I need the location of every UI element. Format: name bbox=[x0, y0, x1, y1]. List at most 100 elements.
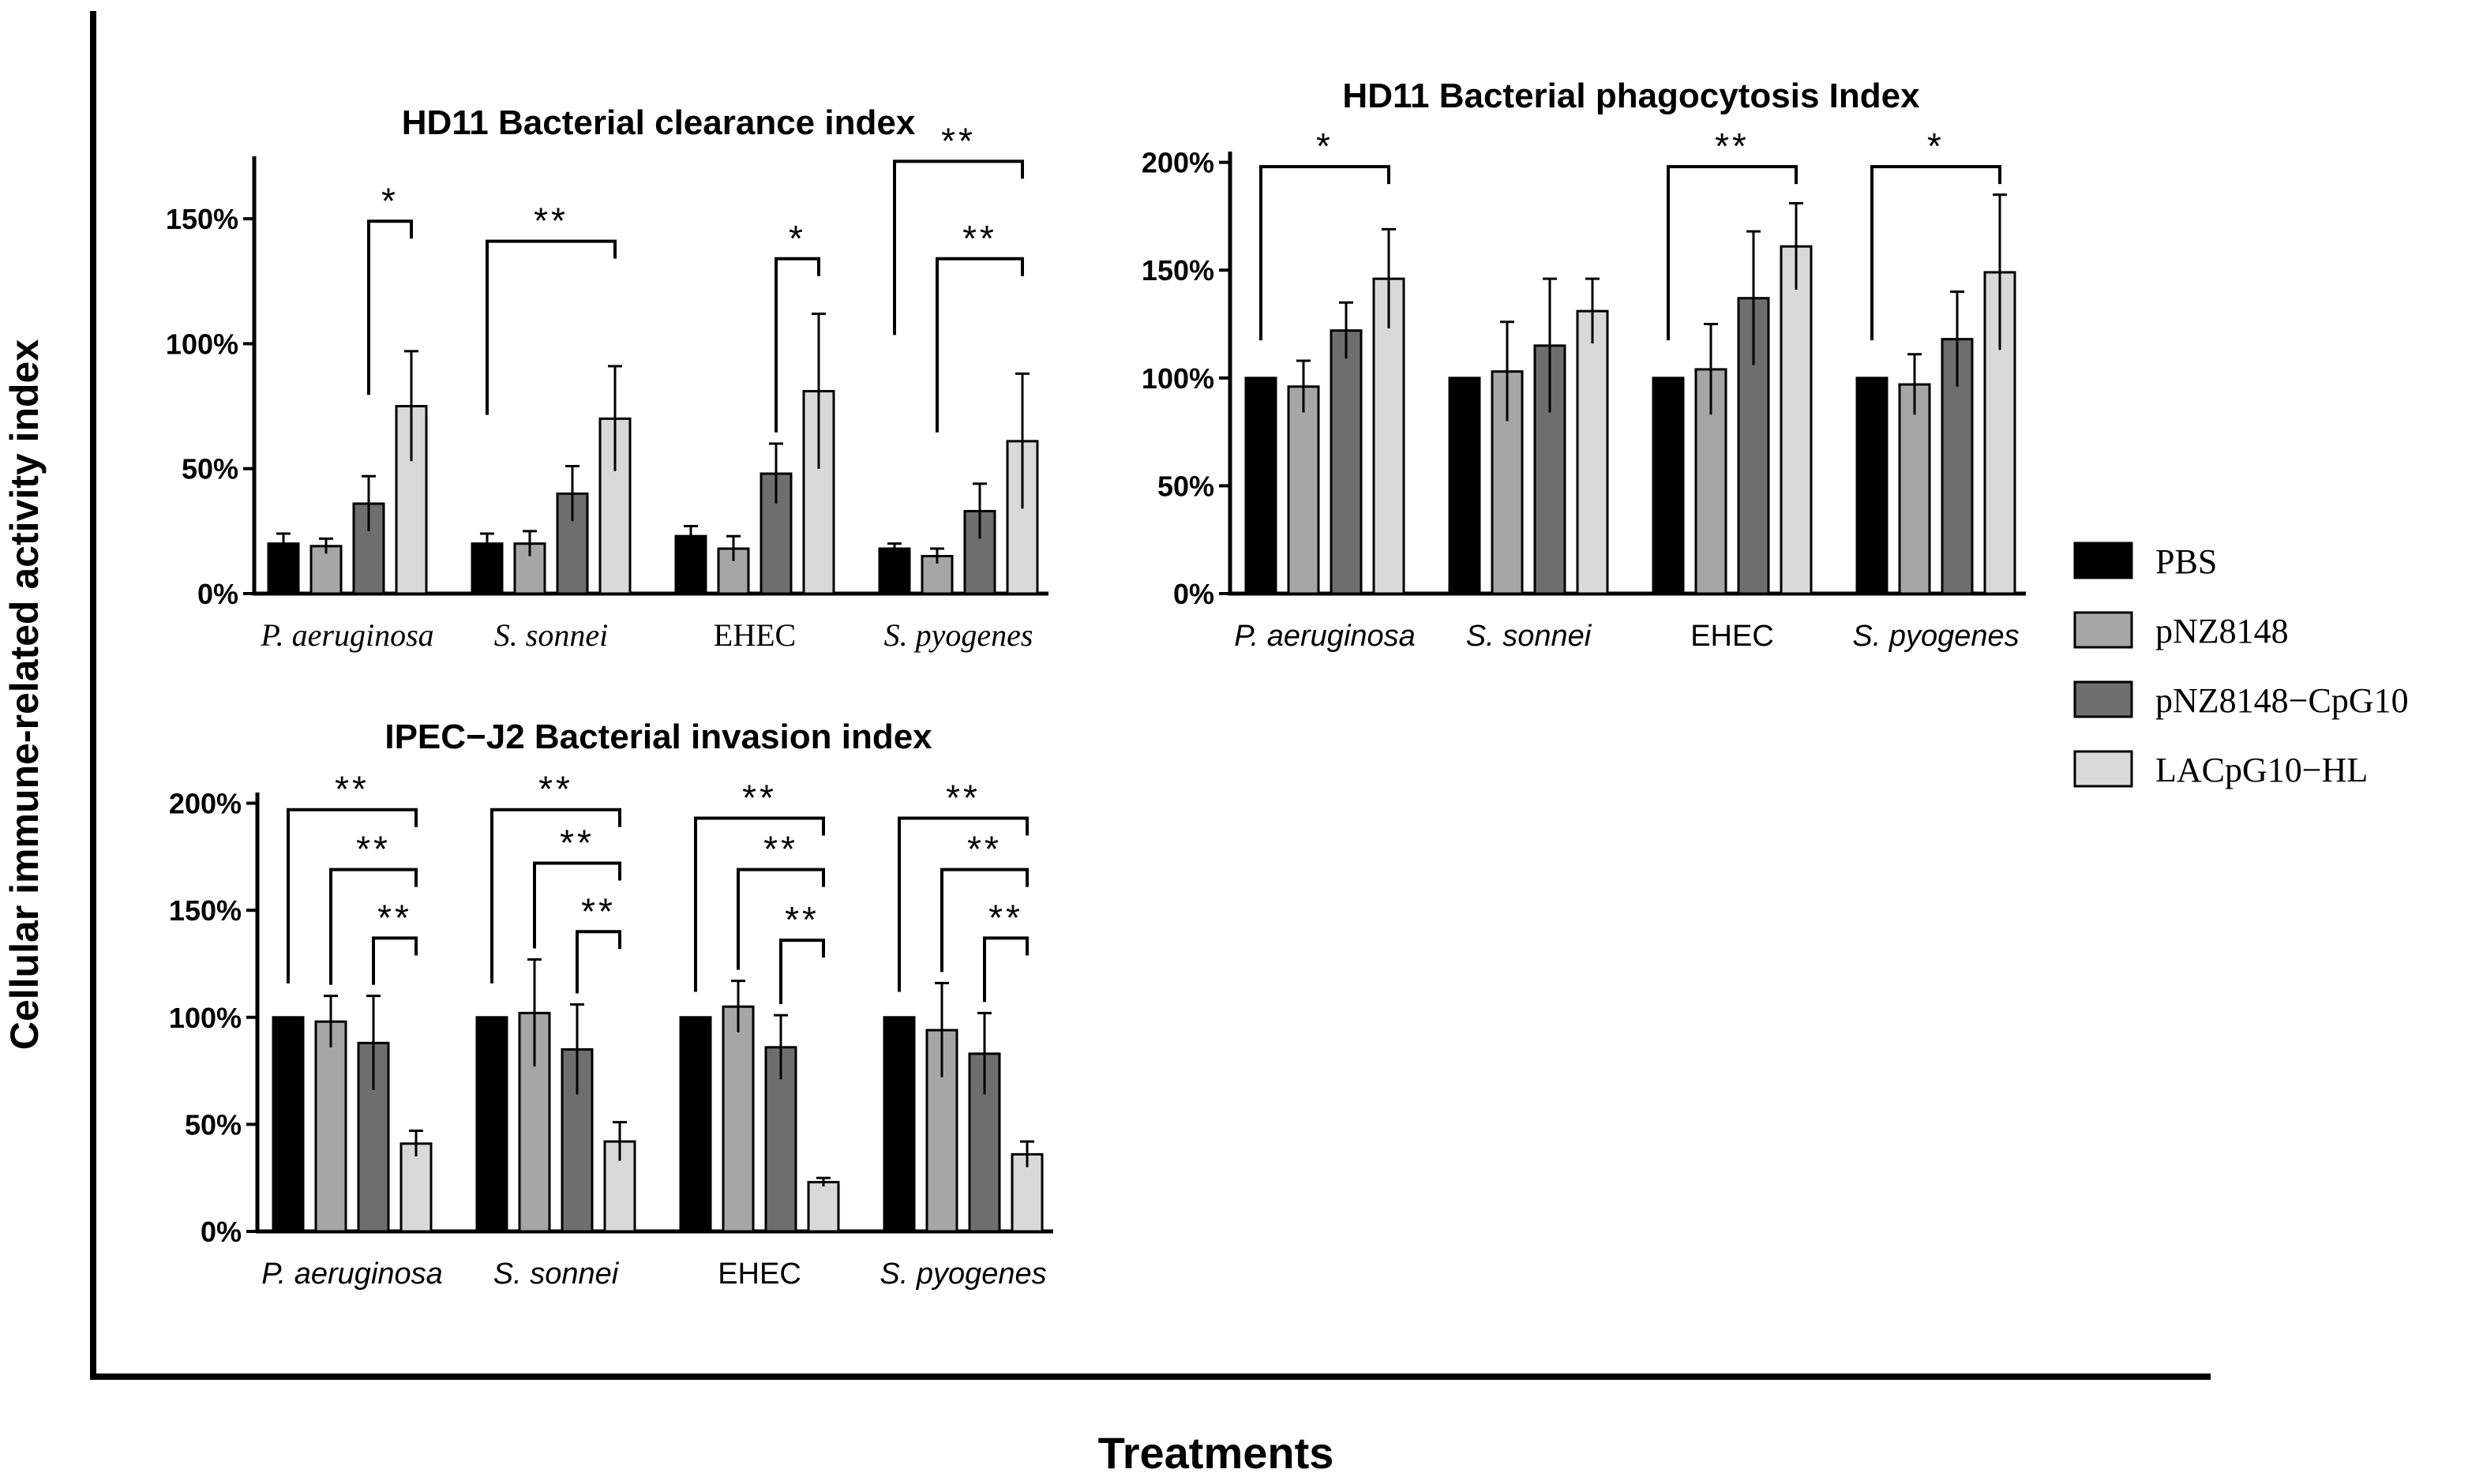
significance-label-clearance: * bbox=[789, 218, 806, 259]
significance-label-invasion: ** bbox=[988, 897, 1023, 938]
significance-label-invasion: ** bbox=[377, 897, 412, 938]
bar-clearance-s1-c0 bbox=[309, 545, 343, 595]
y-tick-label-phagocytosis: 0% bbox=[1173, 578, 1214, 610]
y-tick-label-clearance: 150% bbox=[166, 203, 238, 235]
significance-label-phagocytosis: * bbox=[1316, 126, 1333, 167]
legend-swatch-pnz8148-cpg10 bbox=[2073, 680, 2133, 718]
significance-label-phagocytosis: * bbox=[1927, 126, 1945, 167]
significance-bracket-invasion bbox=[287, 808, 418, 984]
category-label-invasion: EHEC bbox=[718, 1257, 801, 1291]
category-label-phagocytosis: S. pyogenes bbox=[1852, 620, 2019, 653]
bar-invasion-s0-c1 bbox=[475, 1016, 508, 1233]
significance-label-invasion: ** bbox=[763, 829, 798, 870]
y-tick-label-clearance: 50% bbox=[182, 453, 238, 485]
y-tick-label-invasion: 0% bbox=[201, 1216, 242, 1248]
chart-invasion: IPEC−J2 Bacterial invasion index 0% 50% 100… bbox=[169, 718, 1053, 1291]
legend: PBS pNZ8148 pNZ8148−CpG10 LACpG10−HL bbox=[2073, 542, 2409, 789]
significance-label-invasion: ** bbox=[335, 769, 369, 810]
significance-bracket-phagocytosis bbox=[1667, 165, 1798, 341]
significance-label-invasion: ** bbox=[538, 769, 573, 810]
significance-bracket-invasion bbox=[694, 816, 825, 992]
bar-invasion-s0-c0 bbox=[272, 1016, 305, 1233]
significance-label-invasion: ** bbox=[356, 829, 391, 870]
significance-bracket-clearance bbox=[936, 257, 1024, 433]
significance-label-phagocytosis: ** bbox=[1715, 126, 1750, 167]
significance-bracket-invasion bbox=[533, 861, 621, 949]
chart-clearance: HD11 Bacterial clearance index 0% 50% 100% 1… bbox=[166, 103, 1048, 653]
y-tick-label-invasion: 50% bbox=[185, 1108, 242, 1141]
significance-bracket-clearance bbox=[893, 159, 1024, 335]
significance-bracket-clearance bbox=[486, 239, 617, 415]
category-label-phagocytosis: P. aeruginosa bbox=[1234, 620, 1416, 653]
category-label-phagocytosis: S. sonnei bbox=[1466, 620, 1592, 653]
legend-label-pnz8148-cpg10: pNZ8148−CpG10 bbox=[2155, 681, 2409, 720]
bar-phagocytosis-s0-c2 bbox=[1652, 377, 1685, 595]
bar-phagocytosis-s1-c3 bbox=[1898, 383, 1931, 595]
bar-invasion-s0-c3 bbox=[883, 1016, 916, 1233]
bar-phagocytosis-s2-c3 bbox=[1941, 338, 1974, 595]
bar-phagocytosis-s2-c0 bbox=[1330, 329, 1363, 595]
bar-invasion-s0-c2 bbox=[679, 1016, 712, 1233]
bar-invasion-s1-c0 bbox=[314, 1020, 347, 1233]
y-tick-label-clearance: 100% bbox=[166, 328, 238, 360]
category-label-invasion: P. aeruginosa bbox=[261, 1257, 443, 1291]
significance-bracket-invasion bbox=[940, 868, 1029, 972]
significance-bracket-invasion bbox=[372, 936, 418, 985]
y-tick-label-phagocytosis: 200% bbox=[1142, 147, 1214, 179]
significance-bracket-invasion bbox=[576, 930, 621, 994]
significance-bracket-phagocytosis bbox=[1259, 165, 1390, 341]
chart-title-clearance: HD11 Bacterial clearance index bbox=[402, 103, 916, 142]
y-tick-label-phagocytosis: 50% bbox=[1157, 470, 1214, 502]
significance-bracket-phagocytosis bbox=[1870, 165, 2001, 341]
category-label-clearance: EHEC bbox=[714, 617, 796, 653]
significance-label-invasion: ** bbox=[946, 778, 981, 819]
legend-label-pnz8148: pNZ8148 bbox=[2155, 612, 2289, 650]
legend-swatch-pbs bbox=[2073, 542, 2133, 579]
significance-bracket-invasion bbox=[898, 816, 1029, 992]
significance-label-clearance: * bbox=[381, 180, 399, 221]
y-tick-label-invasion: 100% bbox=[169, 1002, 242, 1034]
legend-swatch-pnz8148 bbox=[2073, 611, 2133, 649]
outer-y-axis-label: Cellular immune-related activity index bbox=[2, 339, 47, 1050]
bar-invasion-s1-c2 bbox=[722, 1005, 755, 1233]
significance-bracket-invasion bbox=[779, 939, 825, 1005]
category-label-clearance: S. pyogenes bbox=[884, 617, 1033, 653]
significance-bracket-clearance bbox=[775, 257, 820, 433]
chart-phagocytosis: HD11 Bacterial phagocytosis Index 0% 50% 10… bbox=[1142, 77, 2026, 653]
bar-phagocytosis-s3-c2 bbox=[1780, 245, 1813, 595]
bar-clearance-s0-c3 bbox=[878, 547, 911, 595]
significance-label-invasion: ** bbox=[742, 778, 777, 819]
bar-clearance-s3-c3 bbox=[1006, 440, 1039, 595]
significance-bracket-invasion bbox=[329, 868, 418, 985]
outer-x-axis-label: Treatments bbox=[1098, 1428, 1334, 1478]
category-label-clearance: S. sonnei bbox=[494, 617, 608, 653]
significance-label-invasion: ** bbox=[581, 890, 616, 931]
chart-panels: HD11 Bacterial clearance index 0% 50% 100% 1… bbox=[166, 77, 2026, 1291]
y-tick-label-clearance: 0% bbox=[197, 578, 238, 610]
significance-bracket-invasion bbox=[490, 808, 621, 984]
chart-title-invasion: IPEC−J2 Bacterial invasion index bbox=[384, 718, 932, 756]
bar-invasion-s3-c2 bbox=[807, 1181, 840, 1233]
bar-invasion-s3-c0 bbox=[399, 1142, 433, 1233]
y-tick-label-phagocytosis: 100% bbox=[1142, 362, 1214, 395]
bar-phagocytosis-s0-c0 bbox=[1244, 377, 1277, 595]
category-label-phagocytosis: EHEC bbox=[1690, 620, 1774, 653]
y-tick-label-invasion: 200% bbox=[169, 788, 242, 820]
significance-label-clearance: ** bbox=[962, 218, 997, 259]
significance-bracket-invasion bbox=[983, 936, 1029, 1002]
significance-label-invasion: ** bbox=[560, 823, 594, 864]
category-label-invasion: S. sonnei bbox=[493, 1257, 620, 1291]
significance-label-invasion: ** bbox=[785, 899, 820, 940]
category-label-clearance: P. aeruginosa bbox=[260, 617, 433, 653]
y-tick-label-invasion: 150% bbox=[169, 894, 242, 927]
bar-phagocytosis-s0-c3 bbox=[1855, 377, 1889, 595]
chart-title-phagocytosis: HD11 Bacterial phagocytosis Index bbox=[1342, 77, 1920, 115]
significance-label-invasion: ** bbox=[967, 829, 1002, 870]
category-label-invasion: S. pyogenes bbox=[880, 1257, 1046, 1291]
bar-phagocytosis-s1-c0 bbox=[1287, 385, 1320, 595]
significance-bracket-clearance bbox=[367, 219, 413, 395]
y-tick-label-phagocytosis: 150% bbox=[1142, 254, 1214, 287]
significance-label-clearance: ** bbox=[534, 200, 568, 242]
significance-label-clearance: ** bbox=[941, 120, 976, 161]
